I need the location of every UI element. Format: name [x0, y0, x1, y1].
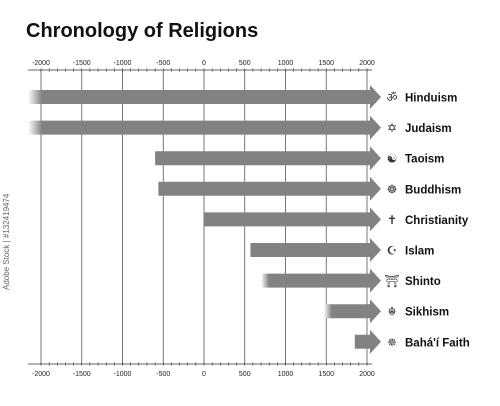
bar-christianity: [204, 207, 381, 232]
religion-symbol-icon: ✝: [387, 213, 397, 227]
religion-label: Taoism: [405, 154, 444, 166]
bar-hinduism: [28, 85, 381, 109]
x-tick-label-bottom: 500: [239, 371, 251, 378]
x-tick-label-bottom: -500: [156, 371, 170, 378]
religion-label: Sikhism: [405, 307, 449, 319]
bar-shinto: [261, 268, 381, 293]
x-tick-label-top: 2000: [359, 60, 375, 67]
axes: -2000 -2000 -1500 -1500 -1000 -1000 -500 -500 0 0…: [28, 60, 375, 378]
x-tick-label-top: -2000: [32, 60, 50, 67]
x-tick-label-top: 500: [239, 60, 251, 67]
religion-symbol-icon: ☪: [387, 244, 398, 258]
x-tick-label-bottom: -2000: [32, 371, 50, 378]
religion-symbol-icon: ॐ: [387, 91, 398, 105]
chart-title: Chronology of Religions: [26, 20, 259, 42]
x-tick-label-top: -1000: [114, 60, 132, 67]
x-tick-label-bottom: -1000: [114, 371, 132, 378]
religion-label: Islam: [405, 246, 434, 258]
religion-label: Christianity: [405, 215, 469, 227]
religion-symbol-icon: ☯: [387, 152, 398, 166]
labels: ॐ Hinduism ✡ Judaism ☯ Taoism ☸ Buddhism ✝ Christ…: [384, 91, 469, 350]
bar-taoism: [155, 146, 381, 171]
religion-label: Hinduism: [405, 93, 457, 105]
religion-symbol-icon: ⛩: [384, 274, 399, 288]
x-tick-label-bottom: 1500: [318, 371, 334, 378]
religion-label: Bahá'í Faith: [405, 337, 470, 349]
x-tick-label-top: 1000: [278, 60, 294, 67]
x-tick-label-bottom: 2000: [359, 371, 375, 378]
bar-sikhism: [323, 299, 381, 324]
religion-symbol-icon: ☬: [388, 305, 397, 319]
bar-bah-faith: [354, 329, 381, 354]
bar-judaism: [28, 115, 381, 140]
bar-buddhism: [158, 176, 381, 201]
religion-symbol-icon: ✡: [387, 121, 397, 135]
x-tick-label-top: 0: [202, 60, 206, 67]
religion-label: Judaism: [405, 123, 452, 135]
bars: [28, 85, 381, 354]
religion-symbol-icon: ✵: [387, 335, 397, 349]
x-tick-label-bottom: 1000: [278, 371, 294, 378]
religion-label: Buddhism: [405, 184, 461, 196]
religion-symbol-icon: ☸: [387, 182, 398, 196]
x-tick-label-bottom: 0: [202, 371, 206, 378]
x-tick-label-bottom: -1500: [73, 371, 91, 378]
x-tick-label-top: 1500: [318, 60, 334, 67]
religion-label: Shinto: [405, 276, 441, 288]
bar-islam: [250, 238, 381, 262]
x-tick-label-top: -1500: [73, 60, 91, 67]
x-tick-label-top: -500: [156, 60, 170, 67]
